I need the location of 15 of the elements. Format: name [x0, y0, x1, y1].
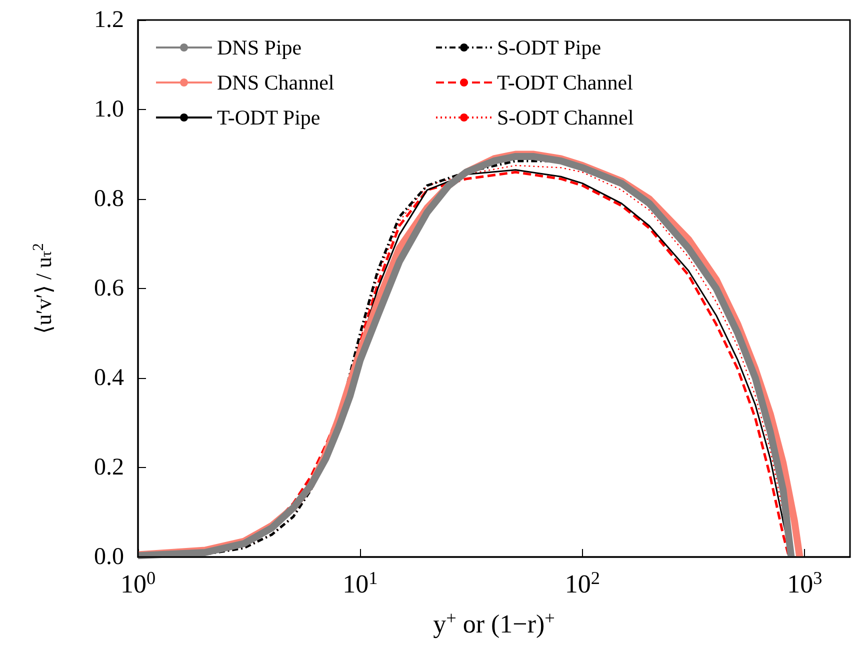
legend-label: S-ODT Channel [497, 106, 634, 130]
y-tick-label: 1.2 [94, 7, 124, 33]
legend-label: DNS Pipe [217, 36, 302, 60]
y-axis-title: ⟨u′v′⟩ / uτ2 [30, 243, 56, 334]
y-tick-label: 0.4 [94, 365, 124, 391]
y-tick-label: 0.2 [94, 454, 124, 480]
y-tick-label: 0.8 [94, 186, 124, 212]
y-tick-label: 0.6 [94, 276, 124, 302]
x-axis-title: y+ or (1−r)+ [433, 608, 555, 638]
legend-label: S-ODT Pipe [497, 36, 602, 60]
legend-label: T-ODT Channel [497, 70, 634, 94]
y-tick-label: 0.0 [94, 544, 124, 570]
legend-label: T-ODT Pipe [217, 106, 320, 130]
y-tick-label: 1.0 [94, 96, 124, 122]
legend-label: DNS Channel [217, 70, 334, 94]
